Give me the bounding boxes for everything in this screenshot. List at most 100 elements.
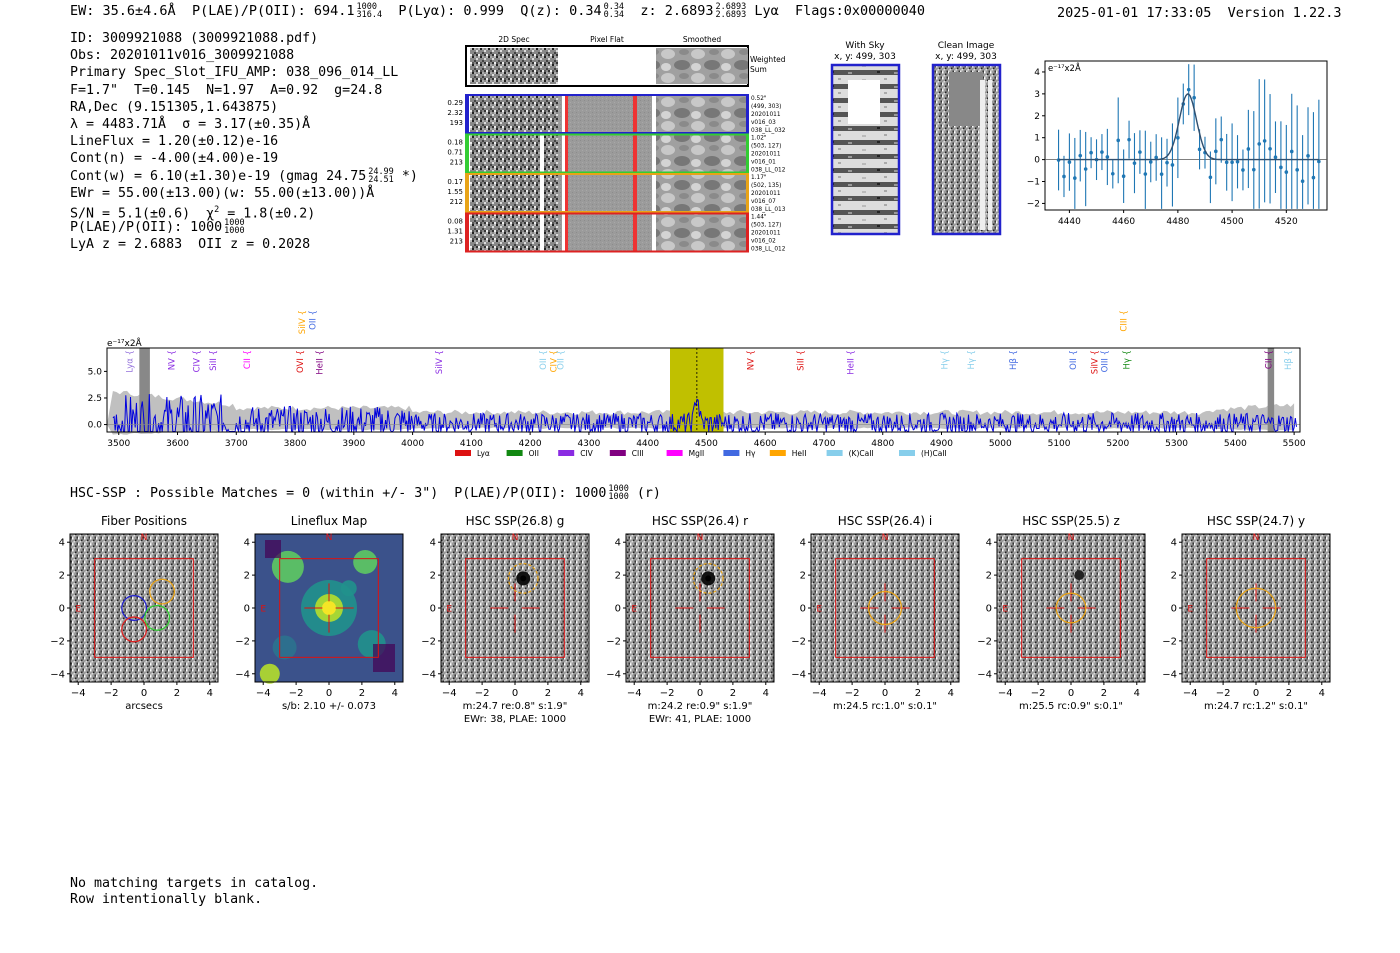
compass-north: N xyxy=(1068,533,1075,543)
row-left-label: 0.18 xyxy=(447,139,463,147)
cutout-col-title: Smoothed xyxy=(683,35,722,44)
line-marker: OIII { xyxy=(1100,350,1110,372)
compass-east: E xyxy=(260,604,266,614)
hsc-panel-title: Lineflux Map xyxy=(291,514,367,528)
spectrum-xtick-label: 3600 xyxy=(166,439,189,449)
linefit-point xyxy=(1208,175,1213,180)
line-marker: SiIV { xyxy=(435,350,445,374)
hsc-ytick-label: 0 xyxy=(244,604,250,615)
hsc-xtick-label: 2 xyxy=(1101,688,1107,699)
header-plae: P(LAE)/P(OII): 694.1 xyxy=(191,3,355,19)
clean-image-gap xyxy=(980,80,985,230)
row-left-label: 213 xyxy=(450,159,463,167)
linefit-ytick-label: 2 xyxy=(1034,112,1040,122)
row-flat-gap xyxy=(562,174,565,212)
linefit-point xyxy=(1317,159,1321,164)
detection-info: ID: 3009921088 (3009921088.pdf) Obs: 202… xyxy=(70,30,418,253)
linefit-point xyxy=(1138,150,1142,154)
linefit-point xyxy=(1246,147,1251,151)
linefit-point xyxy=(1062,174,1066,179)
line-marker: OII { xyxy=(309,310,319,330)
row-flat-gap xyxy=(652,213,656,252)
line-marker-label: OIII { xyxy=(1100,350,1110,372)
spectrum-xtick-label: 4400 xyxy=(636,439,659,449)
hsc-xtick-label: 2 xyxy=(1286,688,1292,699)
linefit-ytick-label: −2 xyxy=(1027,199,1040,209)
header-lya: Lyα xyxy=(754,3,779,19)
legend-swatch xyxy=(558,450,575,456)
row-smoothed xyxy=(656,174,748,212)
info-ewr: EWr = 55.00(±13.00)(w: 55.00(±13.00))Å xyxy=(70,185,375,201)
cutout-row: 0.29 2.32 193 0.52" (499, 303) 20201011 v016_0… xyxy=(447,94,786,134)
weighted-2d-spec xyxy=(470,48,558,84)
line-marker-label: Hγ { xyxy=(940,350,950,370)
hsc-ytick-label: −4 xyxy=(977,669,992,680)
line-marker-label: NV { xyxy=(747,350,757,370)
linefit-xtick-label: 4440 xyxy=(1058,217,1081,227)
row-spec-gap xyxy=(540,174,544,212)
hsc-ytick-label: 0 xyxy=(615,604,621,615)
line-marker: Hβ { xyxy=(1009,350,1019,370)
hsc-xtick-label: −2 xyxy=(289,688,304,699)
linefit-point xyxy=(1224,160,1229,165)
hsc-ytick-label: −2 xyxy=(1162,636,1177,647)
hsc-ytick-label: −2 xyxy=(50,636,65,647)
line-marker-label: OII { xyxy=(557,350,567,370)
legend-entry: OII xyxy=(506,449,539,458)
row-left-label: 0.08 xyxy=(447,218,463,226)
clean-image-gap xyxy=(988,80,992,230)
hsc-xtick-label: 0 xyxy=(141,688,147,699)
hsc-panel-title: HSC SSP(25.5) z xyxy=(1022,514,1120,528)
row-smoothed xyxy=(656,134,748,173)
cutout-column-titles: 2D Spec Pixel Flat Smoothed xyxy=(498,35,721,44)
legend-label: CIII xyxy=(632,449,644,458)
line-marker: CII { xyxy=(243,350,253,369)
line-marker-label: SiIV { xyxy=(1090,350,1100,374)
linefit-point xyxy=(1186,87,1191,92)
hsc-ytick-label: −2 xyxy=(421,636,436,647)
linefit-xtick-label: 4480 xyxy=(1166,217,1189,227)
row-color-bar-left xyxy=(466,95,469,133)
spectrum-xtick-label: 4600 xyxy=(754,439,777,449)
linefit-point xyxy=(1073,176,1077,180)
full-spectrum-plot: e⁻¹⁷x2Å 5.0 2.5 0.0 3500 3600 3700 3800 3900 4000… xyxy=(88,310,1306,458)
linefit-point xyxy=(1116,138,1121,143)
cutout-rows: 0.29 2.32 193 0.52" (499, 303) 20201011 v016_0… xyxy=(447,94,786,253)
compass-east: E xyxy=(816,604,822,614)
weighted-smoothed xyxy=(656,48,748,84)
spectrum-xtick-label: 3900 xyxy=(342,439,365,449)
header-plae-range: 1000 316.4 xyxy=(356,2,383,20)
search-box xyxy=(465,558,565,658)
hsc-ytick-label: 4 xyxy=(430,538,436,549)
hsc-ytick-label: 4 xyxy=(59,538,65,549)
compass-north: N xyxy=(512,533,519,543)
row-flat-gap xyxy=(652,95,656,133)
legend-swatch xyxy=(506,450,523,456)
linefit-ytick-label: 3 xyxy=(1034,90,1040,100)
line-marker-label: SiII { xyxy=(796,350,806,371)
line-marker-label: SiII { xyxy=(209,350,219,371)
hsc-ytick-label: 4 xyxy=(986,538,992,549)
hsc-xtick-label: 0 xyxy=(326,688,332,699)
linefit-point xyxy=(1083,167,1088,171)
hsc-panel: HSC SSP(26.8) g N E −4 −4 −2 −2 0 0 2 2 4 4 m:24.7 re… xyxy=(421,514,590,725)
linefit-point xyxy=(1165,160,1169,165)
with-sky-mask xyxy=(848,80,880,124)
fiber-circle xyxy=(149,578,176,605)
search-box xyxy=(835,558,935,658)
linefit-point xyxy=(1121,174,1126,179)
linefit-point xyxy=(1159,172,1164,176)
legend-label: (H)CaII xyxy=(921,449,947,458)
linefit-point xyxy=(1241,168,1245,172)
linefit-point xyxy=(1268,146,1272,151)
spectrum-xtick-label: 4500 xyxy=(695,439,718,449)
line-fit-plot: e⁻¹⁷x2Å 4 3 2 1 0 −1 −2 4440 4460 4480 4500 4520 xyxy=(1027,60,1328,227)
flux-map-blob xyxy=(259,663,280,684)
hsc-ytick-label: −2 xyxy=(235,636,250,647)
flux-map-blob xyxy=(322,601,336,615)
linefit-point xyxy=(1289,149,1294,154)
row-right-label: 1.17" xyxy=(751,175,767,181)
header-qz-range: 0.34 0.34 xyxy=(603,2,625,20)
line-marker-label: HeII { xyxy=(846,350,856,375)
